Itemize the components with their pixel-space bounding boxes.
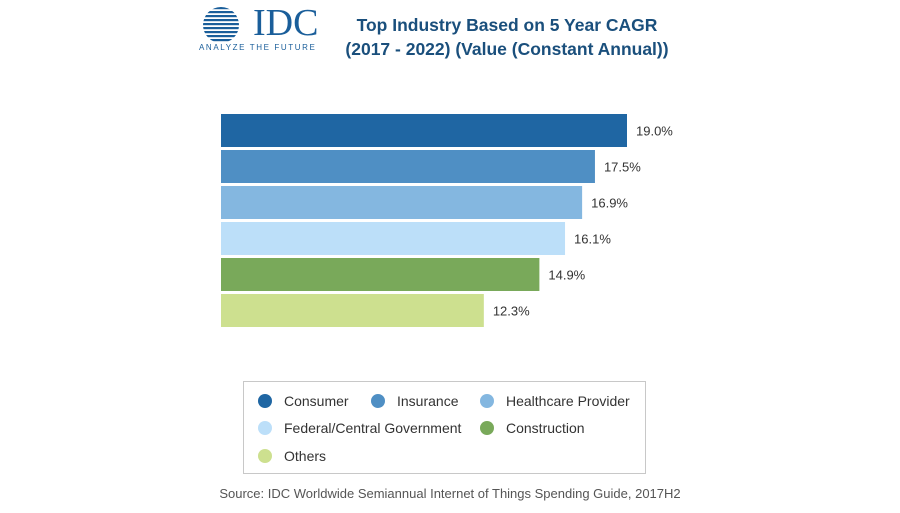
legend-swatch <box>258 421 272 435</box>
legend-label: Healthcare Provider <box>506 393 630 409</box>
legend-item: Federal/Central Government <box>258 420 461 436</box>
bar-value-label: 19.0% <box>636 124 673 139</box>
logo-wordmark: IDC <box>253 2 319 44</box>
bar-value-label: 16.9% <box>591 196 628 211</box>
legend-label: Construction <box>506 420 585 436</box>
legend-label: Consumer <box>284 393 349 409</box>
chart-title-line2: (2017 - 2022) (Value (Constant Annual)) <box>345 39 669 59</box>
bar-construction <box>221 258 540 291</box>
chart-legend: Consumer Insurance Healthcare Provider Fede… <box>243 381 646 474</box>
globe-icon <box>203 7 239 42</box>
bar-chart: 19.0% 17.5% 16.9% 16.1% 14.9% 12.3% <box>221 114 673 327</box>
idc-logo: IDC ANALYZE THE FUTURE <box>197 2 327 52</box>
bar-value-label: 14.9% <box>548 268 585 283</box>
legend-item: Others <box>258 448 326 464</box>
legend-swatch <box>371 394 385 408</box>
legend-item: Construction <box>480 420 585 436</box>
chart-title-line1: Top Industry Based on 5 Year CAGR <box>356 15 658 35</box>
legend-item: Consumer <box>258 393 349 409</box>
legend-item: Healthcare Provider <box>480 393 630 409</box>
bar-others <box>221 294 484 327</box>
legend-label: Federal/Central Government <box>284 420 462 436</box>
bar-insurance <box>221 150 595 183</box>
legend-swatch <box>258 449 272 463</box>
bar-consumer <box>221 114 627 147</box>
legend-swatch <box>480 394 494 408</box>
legend-label: Insurance <box>397 393 459 409</box>
bar-value-label: 17.5% <box>604 160 641 175</box>
legend-swatch <box>258 394 272 408</box>
chart-title: Top Industry Based on 5 Year CAGR (2017 … <box>332 13 682 61</box>
legend-label: Others <box>284 448 327 464</box>
source-note: Source: IDC Worldwide Semiannual Interne… <box>219 486 681 501</box>
bar-value-label: 16.1% <box>574 232 611 247</box>
logo-tagline: ANALYZE THE FUTURE <box>199 43 317 52</box>
legend-item: Insurance <box>371 393 458 409</box>
bar-healthcare-provider <box>221 186 583 219</box>
bar-federal-central-government <box>221 222 566 255</box>
legend-swatch <box>480 421 494 435</box>
bar-value-label: 12.3% <box>493 304 530 319</box>
